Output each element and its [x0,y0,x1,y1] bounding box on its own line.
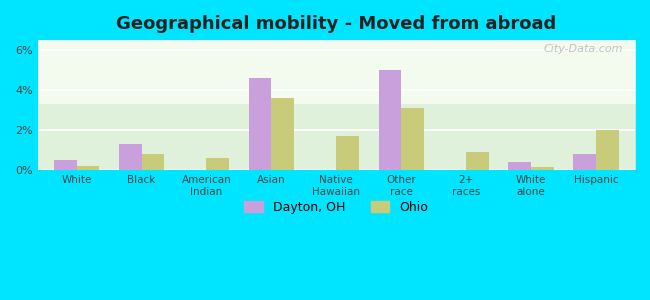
Bar [596,130,619,170]
Bar [54,160,77,170]
Bar [401,108,424,170]
Bar [508,162,531,170]
Bar [466,152,489,170]
Bar [378,70,401,170]
Bar [207,158,229,170]
Bar [249,78,271,170]
Legend: Dayton, OH, Ohio: Dayton, OH, Ohio [239,196,433,219]
Bar [336,136,359,170]
Bar [77,166,99,170]
Title: Geographical mobility - Moved from abroad: Geographical mobility - Moved from abroa… [116,15,556,33]
Bar [119,144,142,170]
Bar [271,98,294,170]
Bar [142,154,164,170]
Text: City-Data.com: City-Data.com [543,44,623,54]
Bar [531,167,554,170]
Bar [573,154,596,170]
